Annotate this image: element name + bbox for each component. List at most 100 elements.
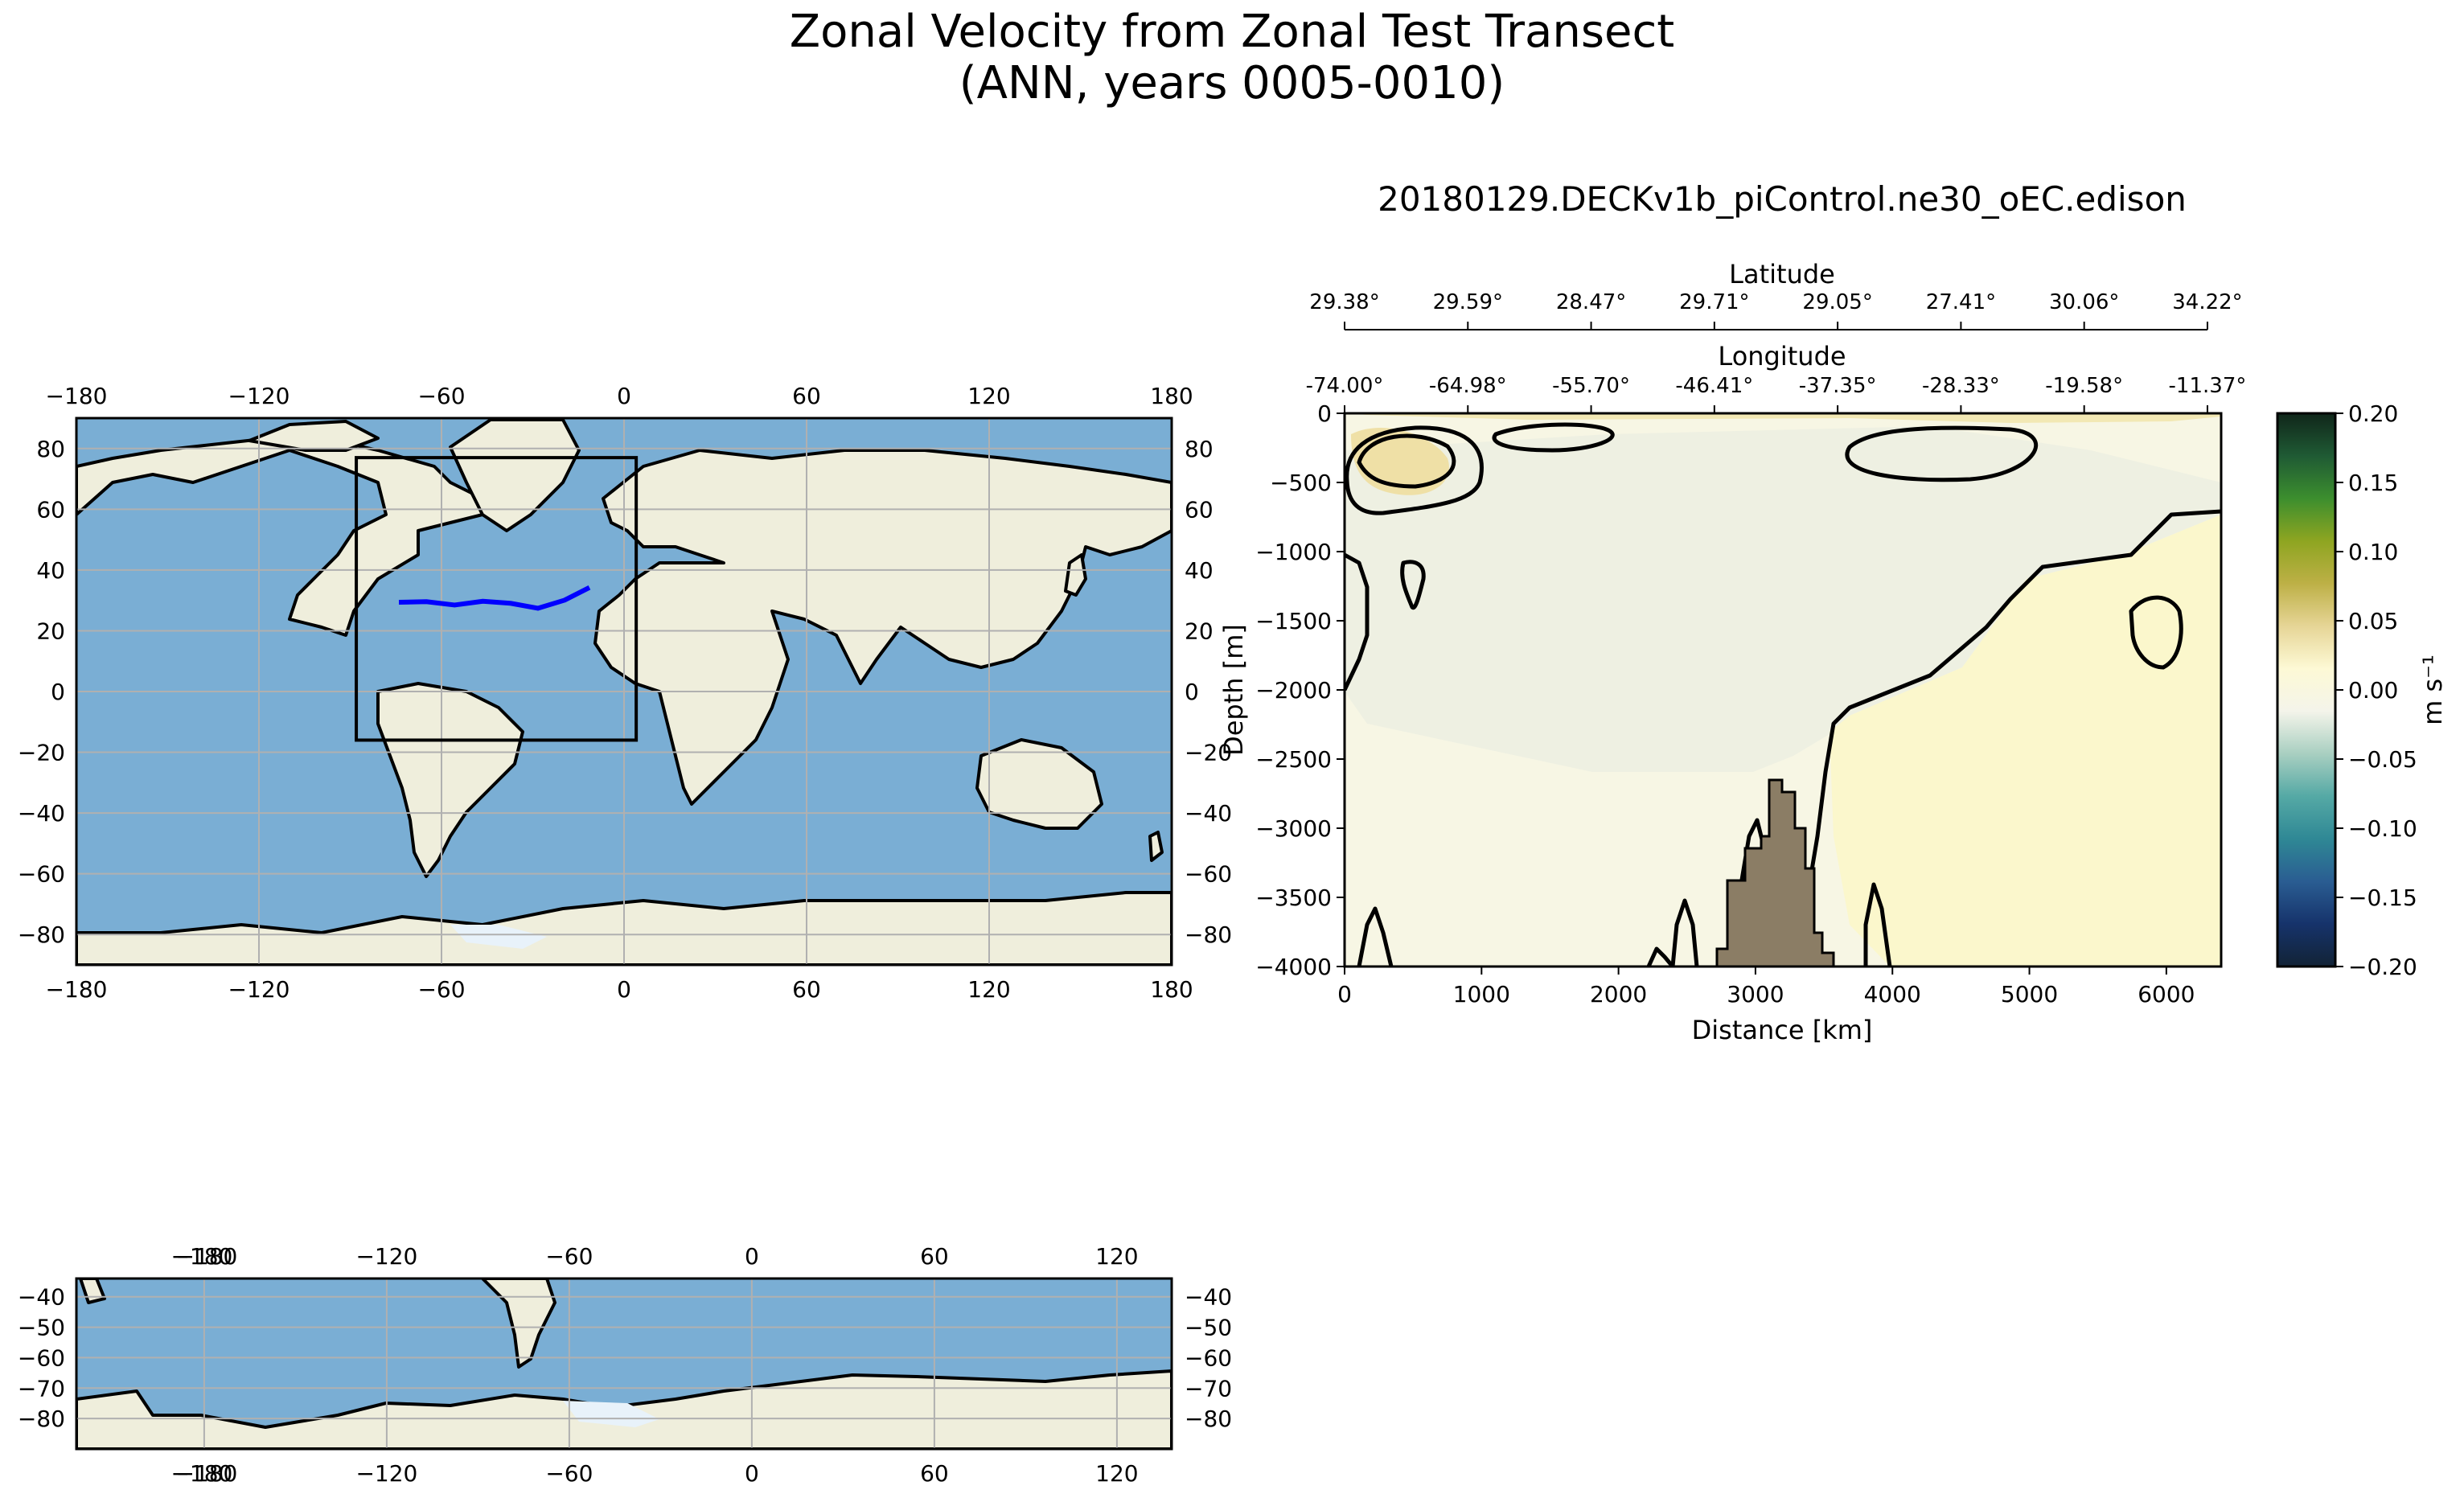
new-zealand-land [1148, 831, 1164, 862]
distance-tick-label: 2000 [1590, 981, 1647, 1008]
inset-lat-tick-label: −70 [18, 1375, 65, 1402]
latitude-axis-label: Latitude [1729, 259, 1835, 289]
map-lat-tick-label: −20 [18, 740, 65, 766]
map-ticks-left: −80 −60 −40 −20 0 20 40 60 80 [18, 436, 65, 948]
longitude-tick-label: -11.37° [2169, 374, 2247, 398]
depth-tick-label: −3500 [1255, 884, 1332, 911]
inset-south-america-tip [481, 1279, 556, 1369]
distance-tick-label: 6000 [2138, 981, 2195, 1008]
inset-lat-tick-label: −50 [1185, 1315, 1232, 1341]
inset-ticks-bottom: −180−180 −120 −60 0 60 120 [170, 1460, 1138, 1487]
inset-lon-tick-label: −180 [170, 1460, 232, 1487]
depth-tick-label: −500 [1270, 470, 1332, 496]
map-lat-tick-label: −40 [1185, 800, 1232, 827]
colorbar-tick-label: 0.00 [2348, 677, 2398, 704]
map-lat-tick-label: 0 [1185, 679, 1199, 705]
weak-negative-region [1345, 426, 2221, 772]
inset-lon-tick-label: −60 [545, 1243, 593, 1270]
inset-lon-tick-label: −120 [355, 1243, 417, 1270]
map-lon-tick-label: 60 [792, 976, 821, 1003]
map-frame [75, 417, 1173, 967]
map-ticks-right: −80 −60 −40 −20 0 20 40 60 80 [1185, 436, 1232, 948]
japan-land [1064, 553, 1087, 597]
inset-lat-tick-label: −80 [18, 1406, 65, 1432]
longitude-axis-label: Longitude [1718, 341, 1846, 371]
transect-line [398, 585, 591, 611]
velocity-contours [1345, 422, 2221, 967]
inset-lon-tick-label: 60 [920, 1460, 949, 1487]
section-title: 20180129.DECKv1b_piControl.ne30_oEC.edis… [1378, 179, 2187, 219]
colorbar-tick-label: 0.15 [2348, 470, 2398, 496]
map-lat-tick-label: −80 [1185, 921, 1232, 948]
inset-lon-tick-label: 120 [1095, 1460, 1138, 1487]
map-lat-tick-label: 40 [36, 557, 65, 584]
latitude-tick-label: 30.06° [2049, 290, 2119, 314]
inset-lon-tick-label: −180 [175, 1243, 237, 1270]
colorbar-tick-label: −0.10 [2348, 815, 2417, 842]
distance-axis-ticks: 0 1000 2000 3000 4000 5000 6000 [1337, 967, 2195, 1008]
map-lon-tick-label: −120 [228, 383, 290, 409]
land-masses [76, 418, 1172, 965]
map-lon-tick-label: 0 [617, 976, 631, 1003]
distance-tick-label: 5000 [2001, 981, 2058, 1008]
europe-africa-asia-land [593, 449, 1172, 806]
latitude-tick-label: 34.22° [2172, 290, 2242, 314]
velocity-section-plot: 20180129.DECKv1b_piControl.ne30_oEC.edis… [1218, 179, 2246, 1045]
global-map: −180 −120 −60 0 60 120 180 −180 −120 −60 0 60 120 18… [18, 383, 1232, 1003]
colorbar: 0.20 0.15 0.10 0.05 0.00 −0.05 −0.10 −0.15 −0.20… [2276, 400, 2448, 980]
map-lon-tick-label: −180 [46, 976, 108, 1003]
colorbar-tick-label: −0.20 [2348, 954, 2417, 980]
inset-ticks-top: −180−180 −120 −60 0 60 120 [170, 1243, 1138, 1270]
map-lon-tick-label: −180 [46, 383, 108, 409]
map-lat-tick-label: −60 [18, 861, 65, 888]
map-gridlines [76, 418, 1172, 965]
map-lon-tick-label: 120 [967, 383, 1010, 409]
depth-tick-label: −2500 [1255, 746, 1332, 773]
inset-lon-tick-label: −60 [545, 1460, 593, 1487]
inset-lon-tick-label: −120 [355, 1460, 417, 1487]
longitude-axis: -74.00° -64.98° -55.70° -46.41° -37.35° -28.3… [1306, 374, 2247, 413]
colorbar-ticks: 0.20 0.15 0.10 0.05 0.00 −0.05 −0.10 −0.15 −0.20 [2335, 400, 2417, 980]
latitude-tick-label: 29.71° [1679, 290, 1749, 314]
figure-title-line-2: (ANN, years 0005-0010) [959, 57, 1505, 109]
distance-tick-label: 3000 [1727, 981, 1784, 1008]
depth-tick-label: −1500 [1255, 608, 1332, 634]
map-lon-tick-label: 180 [1150, 976, 1193, 1003]
longitude-tick-label: -37.35° [1799, 374, 1877, 398]
ice-shelf [450, 925, 547, 949]
map-lat-tick-label: 20 [36, 618, 65, 644]
longitude-tick-label: -28.33° [1922, 374, 2000, 398]
distance-tick-label: 0 [1337, 981, 1352, 1008]
latitude-tick-label: 29.38° [1309, 290, 1379, 314]
inset-ice-shelf [563, 1401, 659, 1427]
longitude-tick-label: -19.58° [2045, 374, 2123, 398]
inset-lat-tick-label: −80 [1185, 1406, 1232, 1432]
map-lon-tick-label: 60 [792, 383, 821, 409]
latitude-axis: 29.38° 29.59° 28.47° 29.71° 29.05° 27.41° 30.0… [1309, 290, 2243, 330]
surface-positive-band [1345, 413, 2221, 423]
inset-lat-tick-label: −40 [1185, 1284, 1232, 1311]
latitude-tick-label: 27.41° [1926, 290, 1996, 314]
map-ticks-bottom: −180 −120 −60 0 60 120 180 [46, 976, 1193, 1003]
map-lon-tick-label: 0 [617, 383, 631, 409]
distance-tick-label: 4000 [1864, 981, 1921, 1008]
inset-lon-tick-label: −180 [175, 1460, 237, 1487]
transect-overlay [355, 456, 639, 742]
inset-ticks-right: −40 −50 −60 −70 −80 [1185, 1284, 1232, 1432]
region-box [355, 456, 639, 742]
southern-inset-map: −180−180 −120 −60 0 60 120 −180−180 −120 −60 0 60… [18, 1243, 1232, 1487]
latitude-tick-label: 29.59° [1433, 290, 1503, 314]
map-lon-tick-label: 120 [967, 976, 1010, 1003]
longitude-tick-label: -55.70° [1552, 374, 1630, 398]
map-lat-tick-label: −60 [1185, 861, 1232, 888]
inset-land [76, 1279, 1172, 1449]
inset-lon-tick-label: −180 [170, 1243, 232, 1270]
map-lon-tick-label: 180 [1150, 383, 1193, 409]
inset-lat-tick-label: −70 [1185, 1375, 1232, 1402]
latitude-tick-label: 29.05° [1802, 290, 1872, 314]
map-lat-tick-label: 0 [51, 679, 65, 705]
inset-frame [75, 1277, 1173, 1451]
inset-lat-tick-label: −40 [18, 1284, 65, 1311]
map-ticks-top: −180 −120 −60 0 60 120 180 [46, 383, 1193, 409]
map-lat-tick-label: −20 [1185, 740, 1232, 766]
